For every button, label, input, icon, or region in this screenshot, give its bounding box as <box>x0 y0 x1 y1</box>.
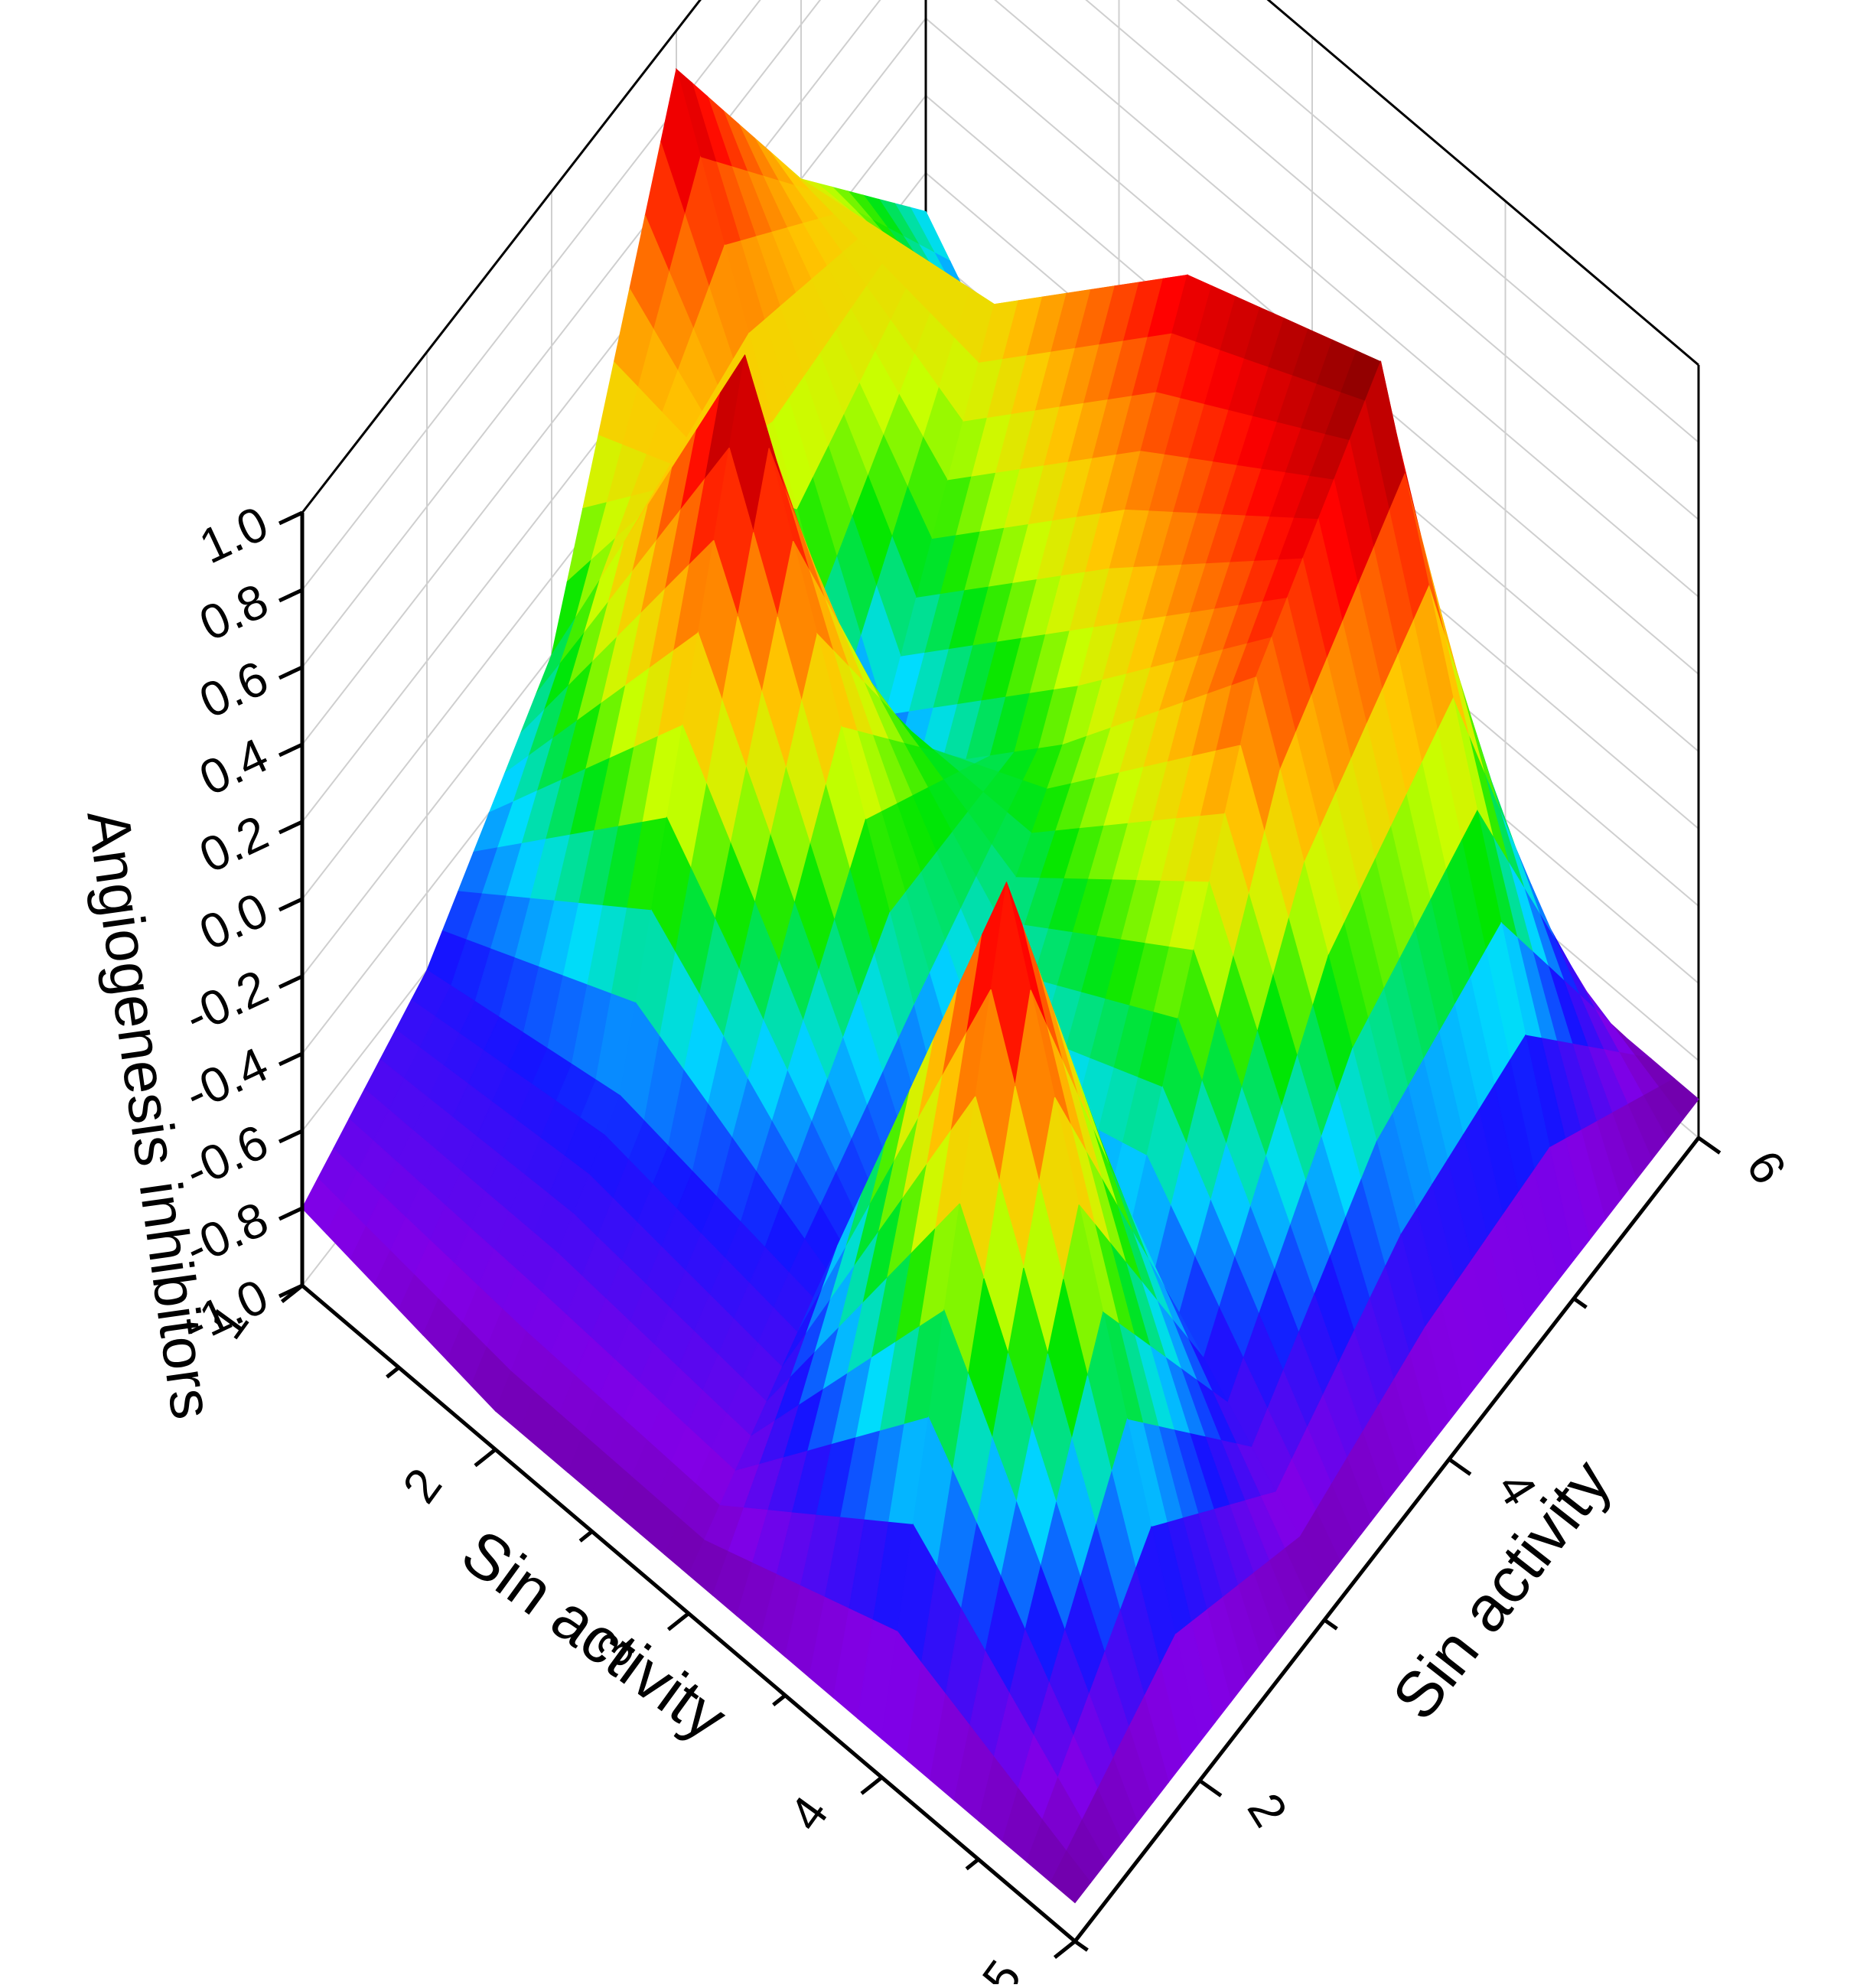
x-tick <box>386 1366 400 1379</box>
box-edge <box>1266 0 1699 367</box>
x-tick <box>965 1857 980 1871</box>
z-tick-label: 1.0 <box>191 495 276 574</box>
x-tick-label: 4 <box>778 1786 839 1840</box>
y-tick <box>1198 1778 1223 1797</box>
z-gridline <box>301 0 1699 745</box>
y-tick <box>1448 1457 1472 1476</box>
z-tick-label: 0.4 <box>191 727 276 806</box>
z-tick <box>278 665 304 680</box>
z-tick-label: 0.0 <box>191 882 276 960</box>
z-tick <box>278 742 304 758</box>
z-tick <box>278 1129 304 1144</box>
z-tick <box>278 1051 304 1067</box>
x-tick <box>578 1530 594 1543</box>
y-tick <box>1073 1939 1089 1952</box>
y-tick <box>1697 1136 1722 1155</box>
z-tick <box>278 820 304 835</box>
surface-patch <box>1050 1850 1092 1904</box>
y-tick-label: 6 <box>1736 1141 1797 1193</box>
z-tick-label: -0.2 <box>177 959 276 1045</box>
y-tick-label: 2 <box>1237 1784 1298 1836</box>
z-gridline <box>301 0 1699 591</box>
surface-layer <box>301 67 1699 1904</box>
x-tick-label: 5 <box>972 1951 1032 1984</box>
z-tick-label: 0.6 <box>191 650 276 728</box>
z-tick <box>278 1283 304 1299</box>
x-tick <box>666 1612 690 1631</box>
z-tick <box>278 1206 304 1221</box>
y-tick <box>1323 1618 1338 1631</box>
z-gridline <box>301 0 1699 668</box>
z-tick-label: 0.2 <box>191 804 276 883</box>
z-tick-label: 0.8 <box>191 572 276 651</box>
box-edge <box>301 0 702 513</box>
z-tick <box>278 974 304 989</box>
y-tick <box>1572 1296 1588 1309</box>
z-tick <box>278 510 304 526</box>
x-tick <box>772 1693 787 1706</box>
z-tick <box>278 897 304 912</box>
z-tick <box>278 588 304 603</box>
y-axis-line <box>1073 1136 1700 1943</box>
x-tick <box>860 1775 884 1795</box>
x-tick-label: 2 <box>392 1458 452 1513</box>
x-tick <box>474 1448 497 1468</box>
x-tick <box>1053 1940 1077 1960</box>
z-tick-label: -0.4 <box>177 1036 276 1122</box>
